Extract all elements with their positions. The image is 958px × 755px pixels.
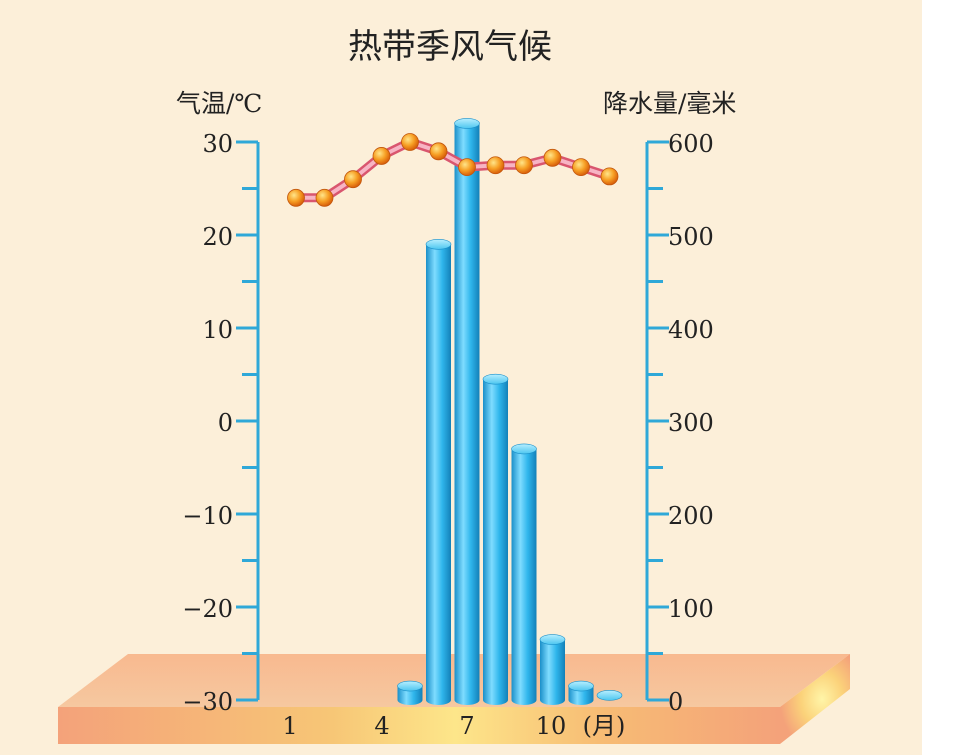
right-tick-label: 100 [668, 595, 714, 623]
temperature-point [344, 170, 362, 189]
precipitation-bar [539, 634, 566, 705]
precipitation-bar-body [426, 244, 451, 706]
temperature-point [429, 142, 448, 161]
right-tick-label: 200 [668, 502, 714, 530]
climate-chart: 热带季风气候 气温/℃ 降水量/毫米 30 20 10 0 −10 −20 −3… [58, 27, 850, 744]
precipitation-bar [482, 373, 509, 705]
temperature-line [287, 133, 619, 207]
base-front-face [58, 707, 780, 744]
left-axis-title: 气温/℃ [176, 89, 262, 118]
precipitation-bar-body [568, 686, 594, 705]
temperature-line-outer [291, 137, 614, 203]
right-tick-label: 500 [668, 223, 714, 251]
precipitation-bar-cap [454, 118, 480, 129]
temperature-point [486, 156, 505, 175]
right-tick-label: 600 [668, 130, 714, 158]
precipitation-bar-cap [511, 443, 537, 455]
precipitation-bar [511, 443, 537, 705]
left-tick-label: 10 [202, 316, 233, 344]
precipitation-bar-body [540, 639, 565, 705]
temperature-point [401, 133, 419, 151]
temperature-point [372, 147, 391, 165]
month-unit-label: (月) [583, 712, 626, 740]
temperature-point [543, 148, 562, 167]
temperature-point [287, 188, 305, 207]
temperature-point [600, 167, 619, 186]
left-tick-label: −10 [182, 502, 233, 530]
month-label: 1 [282, 712, 297, 740]
base-top-face [58, 654, 850, 707]
precipitation-bar-cap [482, 373, 509, 385]
right-axis-title: 降水量/毫米 [603, 89, 736, 118]
left-tick-label: −20 [182, 595, 233, 623]
precipitation-bar-body [511, 448, 537, 705]
precipitation-bar [596, 690, 623, 701]
axes-layer [236, 140, 669, 702]
precipitation-bars [397, 118, 623, 706]
chart-panel: 热带季风气候 气温/℃ 降水量/毫米 30 20 10 0 −10 −20 −3… [0, 0, 922, 755]
precipitation-bar-body [483, 379, 508, 705]
base-side-face [780, 654, 850, 744]
precipitation-bar [425, 239, 452, 706]
right-tick-label: 0 [668, 688, 683, 716]
month-label: 4 [374, 712, 389, 740]
precipitation-bar-cap [397, 680, 423, 692]
precipitation-bar-cap [539, 634, 566, 645]
left-tick-label: 30 [202, 130, 233, 158]
precipitation-bar-cap [568, 680, 594, 692]
chart-title: 热带季风气候 [348, 27, 552, 67]
left-tick-label: 20 [202, 223, 233, 251]
precipitation-bar-cap [596, 690, 623, 701]
precipitation-bar-body [397, 686, 423, 705]
temperature-point [315, 188, 334, 207]
right-tick-label: 400 [668, 316, 714, 344]
right-tick-label: 300 [668, 409, 714, 437]
precipitation-bar-cap [425, 239, 452, 250]
month-label: 10 [536, 712, 567, 740]
precipitation-bar [454, 118, 480, 705]
temperature-point [572, 158, 590, 177]
precipitation-bar-body [454, 123, 480, 705]
temperature-point [458, 158, 476, 177]
temperature-point [515, 156, 533, 175]
left-tick-label: 0 [218, 409, 233, 437]
precipitation-bar [568, 680, 594, 705]
left-tick-label: −30 [182, 688, 233, 716]
month-label: 7 [459, 712, 474, 740]
precipitation-bar [397, 680, 423, 705]
